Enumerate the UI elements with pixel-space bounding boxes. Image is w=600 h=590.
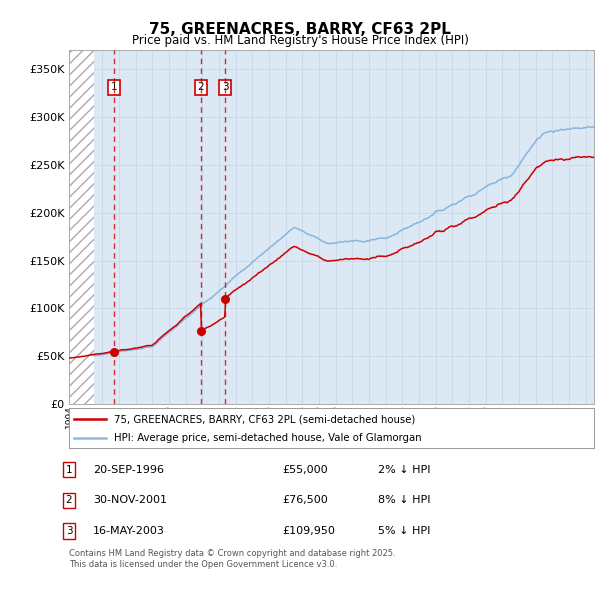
Text: 3: 3: [65, 526, 73, 536]
Bar: [69, 50, 94, 404]
Text: 2: 2: [197, 83, 205, 92]
Text: 75, GREENACRES, BARRY, CF63 2PL: 75, GREENACRES, BARRY, CF63 2PL: [149, 22, 451, 37]
Text: Price paid vs. HM Land Registry's House Price Index (HPI): Price paid vs. HM Land Registry's House …: [131, 34, 469, 47]
Text: Contains HM Land Registry data © Crown copyright and database right 2025.
This d: Contains HM Land Registry data © Crown c…: [69, 549, 395, 569]
Text: 75, GREENACRES, BARRY, CF63 2PL (semi-detached house): 75, GREENACRES, BARRY, CF63 2PL (semi-de…: [113, 414, 415, 424]
Text: HPI: Average price, semi-detached house, Vale of Glamorgan: HPI: Average price, semi-detached house,…: [113, 432, 421, 442]
Text: 5% ↓ HPI: 5% ↓ HPI: [378, 526, 430, 536]
Text: 1: 1: [65, 465, 73, 474]
Text: 30-NOV-2001: 30-NOV-2001: [93, 496, 167, 505]
Text: £76,500: £76,500: [282, 496, 328, 505]
Text: 8% ↓ HPI: 8% ↓ HPI: [378, 496, 431, 505]
Text: 2% ↓ HPI: 2% ↓ HPI: [378, 465, 431, 474]
Text: 2: 2: [65, 496, 73, 505]
Text: £109,950: £109,950: [282, 526, 335, 536]
Text: 1: 1: [111, 83, 118, 92]
Text: 3: 3: [222, 83, 229, 92]
Text: 20-SEP-1996: 20-SEP-1996: [93, 465, 164, 474]
Text: £55,000: £55,000: [282, 465, 328, 474]
Text: 16-MAY-2003: 16-MAY-2003: [93, 526, 165, 536]
